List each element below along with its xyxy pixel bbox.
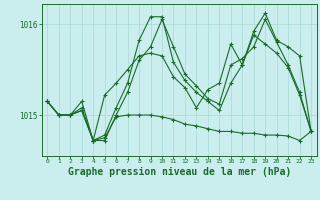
X-axis label: Graphe pression niveau de la mer (hPa): Graphe pression niveau de la mer (hPa) [68, 167, 291, 177]
